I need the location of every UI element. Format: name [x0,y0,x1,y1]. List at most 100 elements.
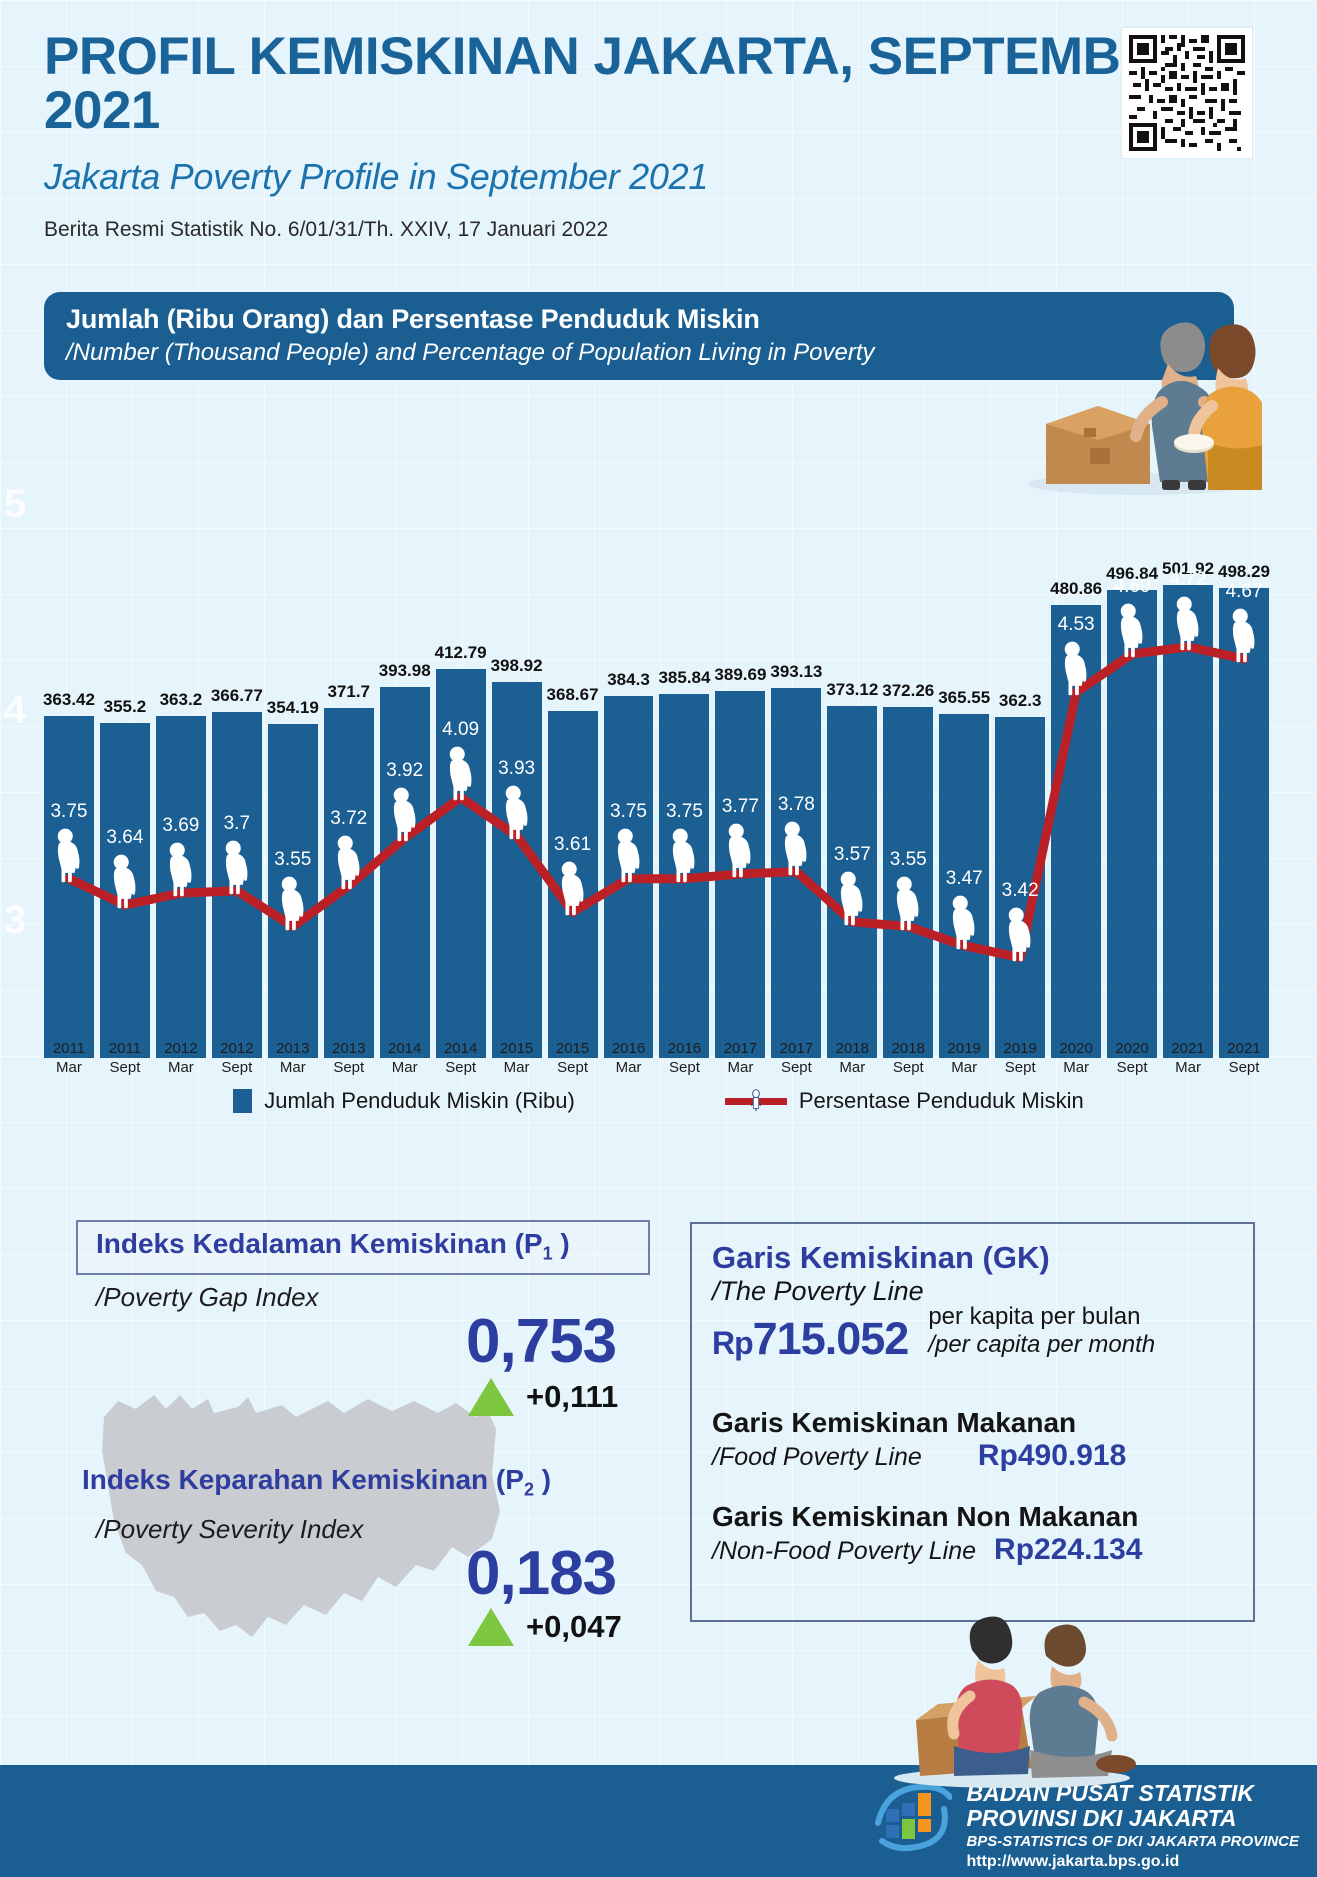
person-figure-marker [389,786,421,847]
chart-bar-column: 398.92 3.93 [490,568,543,1058]
x-tick-month: Sept [109,1058,141,1076]
chart-bar-column: 389.69 3.77 [714,568,766,1058]
chart-bar-column: 363.42 3.75 [43,568,95,1058]
x-tick-month: Mar [391,1058,418,1076]
page-footer: BADAN PUSAT STATISTIK PROVINSI DKI JAKAR… [0,1765,1317,1877]
x-tick-year: 2017 [779,1040,814,1057]
x-axis-tick: 2016 Mar [604,1040,654,1078]
x-tick-month: Sept [1004,1058,1036,1076]
x-axis-tick: 2019 Mar [939,1040,989,1078]
person-icon [57,828,80,883]
person-icon [393,787,416,842]
x-tick-year: 2019 [947,1040,981,1057]
chart-bar [379,686,430,1058]
food-poverty-line-subtitle: /Food Poverty Line [712,1443,922,1471]
bps-logo-icon [875,1783,953,1852]
person-figure-marker [724,822,756,883]
chart-bar-column: 393.98 3.92 [379,568,431,1058]
x-axis-tick: 2015 Mar [492,1040,542,1078]
chart-bar-column: 384.3 3.75 [603,568,654,1058]
person-figure-marker [1004,906,1036,967]
x-tick-year: 2013 [276,1040,310,1057]
bar-value-label: 501.92 [1162,559,1215,579]
x-axis-tick: 2018 Sept [883,1040,933,1078]
page-header: PROFIL KEMISKINAN JAKARTA, SEPTEMBER 202… [0,0,1317,242]
chart-legend: Jumlah Penduduk Miskin (Ribu) Persentase… [0,1088,1317,1114]
bar-value-label: 354.19 [266,698,319,718]
person-figure-marker [613,827,645,888]
person-figure-marker [557,860,589,921]
x-tick-year: 2014 [388,1040,422,1057]
person-icon [785,821,807,875]
triangle-up-icon-2 [468,1608,514,1646]
percentage-value-label: 3.75 [610,800,647,822]
bar-value-label: 363.2 [159,689,203,709]
person-figure-marker [948,894,980,955]
chart-bar-column: 496.84 4.69 [1106,564,1158,1058]
person-icon [225,840,248,894]
x-axis-tick: 2020 Mar [1051,1040,1101,1078]
x-tick-month: Mar [56,1058,82,1076]
jakarta-map-outline [102,1395,500,1637]
person-figure-marker [1116,602,1148,663]
line-swatch-icon [724,1089,787,1113]
x-tick-month: Mar [503,1058,530,1076]
page-title: PROFIL KEMISKINAN JAKARTA, SEPTEMBER 202… [44,27,1194,141]
footer-org-line3: BPS-STATISTICS OF DKI JAKARTA PROVINCE [966,1832,1299,1850]
release-line: Berita Resmi Statistik No. 6/01/31/Th. X… [44,218,609,242]
poverty-gap-index-title: Indeks Kedalaman Kemiskinan (P1 ) [96,1228,570,1264]
poverty-severity-index-title: Indeks Keparahan Kemiskinan (P2 ) [82,1464,552,1500]
x-axis-tick: 2011 Sept [100,1040,150,1078]
bar-value-label: 373.12 [826,680,879,700]
bar-value-label: 398.92 [490,656,543,676]
x-axis-tick: 2013 Mar [268,1040,318,1078]
person-icon [1064,641,1087,696]
yaxis-tick-5: 5 [4,482,27,526]
person-icon [1008,907,1031,961]
percentage-value-label: 3.78 [777,793,815,815]
person-icon [505,785,528,839]
x-tick-month: Sept [333,1058,365,1076]
x-axis-tick: 2017 Mar [715,1040,765,1078]
person-figure-marker [836,870,868,931]
chart-bar [1163,585,1214,1058]
legend-label-line: Persentase Penduduk Miskin [798,1088,1084,1113]
person-icon [337,835,360,890]
chart-bar-column: 385.84 3.75 [658,568,710,1058]
footer-url[interactable]: http://www.jakarta.bps.go.id [966,1853,1180,1871]
x-axis-tick: 2020 Sept [1107,1040,1157,1078]
nonfood-poverty-line-subtitle: /Non-Food Poverty Line [712,1537,977,1565]
poverty-line-note-id: per kapita per bulan [928,1303,1141,1330]
person-icon [449,747,472,801]
percentage-value-label: 3.72 [330,807,368,829]
poverty-gap-index-subtitle: /Poverty Gap Index [96,1282,319,1312]
x-tick-year: 2020 [1059,1040,1093,1057]
x-tick-month: Sept [1228,1058,1260,1076]
x-tick-month: Sept [669,1058,700,1076]
bar-value-label: 355.2 [103,697,147,717]
bar-value-label: 365.55 [938,687,991,707]
person-icon [281,876,304,930]
poverty-gap-index-delta-value: +0,111 [526,1379,619,1414]
legend-label-bar: Jumlah Penduduk Miskin (Ribu) [264,1088,575,1113]
chart-bar-column: 371.7 3.72 [323,568,374,1058]
chart-bar-column: 412.79 4.09 [435,568,487,1058]
percentage-value-label: 4.72 [1169,568,1207,590]
bar-value-label: 371.7 [327,681,371,701]
chart-bar-column: 354.19 3.55 [266,568,319,1058]
qr-code[interactable] [1122,28,1252,158]
chart-bar-column: 393.13 3.78 [770,568,822,1058]
x-axis-tick: 2012 Sept [212,1040,262,1078]
person-icon [561,861,583,916]
person-icon [673,828,695,883]
bar-series: 363.42 3.75 355.2 3.64 363.2 [43,559,1270,1058]
x-tick-year: 2019 [1003,1040,1037,1057]
poor-couple-illustration [1028,322,1262,495]
chart-bar-column: 363.2 3.69 [155,568,206,1058]
x-tick-year: 2016 [667,1040,702,1057]
x-axis-tick: 2012 Mar [156,1040,206,1078]
poverty-severity-index-subtitle: /Poverty Severity Index [96,1514,364,1544]
bar-value-label: 368.67 [546,684,599,704]
food-poverty-line-title: Garis Kemiskinan Makanan [712,1407,1077,1438]
poverty-chart: 5 4 3 363.42 3.75 355.2 3.64 363.2 [0,482,1317,1120]
